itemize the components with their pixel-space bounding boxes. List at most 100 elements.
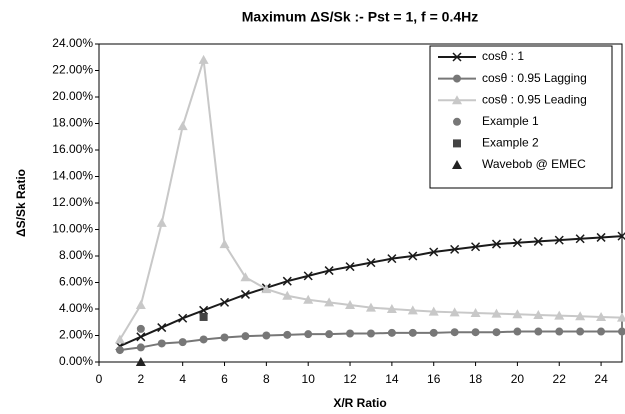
x-tick-label: 12 xyxy=(343,372,357,386)
marker xyxy=(199,335,208,344)
marker xyxy=(387,254,397,264)
marker xyxy=(282,276,292,286)
y-tick-label: 24.00% xyxy=(52,36,93,50)
y-tick-label: 6.00% xyxy=(59,275,93,289)
marker xyxy=(428,306,439,316)
marker xyxy=(136,332,146,342)
y-tick-label: 4.00% xyxy=(59,301,93,315)
marker xyxy=(219,297,230,307)
marker xyxy=(387,328,396,337)
x-tick-label: 0 xyxy=(96,372,103,386)
x-tick-label: 18 xyxy=(469,372,483,386)
marker xyxy=(596,311,607,321)
marker xyxy=(345,300,356,310)
marker xyxy=(241,332,250,341)
marker xyxy=(324,297,335,307)
y-tick-label: 16.00% xyxy=(52,142,93,156)
marker xyxy=(471,242,481,252)
marker xyxy=(386,304,397,313)
x-tick-label: 4 xyxy=(179,372,186,386)
x-tick-label: 16 xyxy=(427,372,441,386)
marker xyxy=(512,238,522,248)
marker xyxy=(618,327,625,336)
marker xyxy=(178,338,187,347)
marker xyxy=(240,289,250,299)
marker xyxy=(470,307,481,317)
marker xyxy=(135,300,146,310)
x-tick-label: 8 xyxy=(263,372,270,386)
marker xyxy=(471,328,480,337)
x-tick-label: 14 xyxy=(385,372,399,386)
marker xyxy=(304,330,313,339)
legend-marker xyxy=(452,160,462,169)
legend-label: cosθ : 1 xyxy=(482,49,524,63)
y-tick-label: 18.00% xyxy=(52,116,93,130)
marker xyxy=(407,305,418,315)
marker xyxy=(533,236,543,246)
marker xyxy=(240,272,251,282)
marker xyxy=(575,311,586,321)
marker xyxy=(345,262,355,272)
marker xyxy=(157,323,167,333)
marker xyxy=(450,328,459,337)
marker xyxy=(261,284,272,294)
marker xyxy=(429,328,438,337)
y-tick-label: 22.00% xyxy=(52,63,93,77)
marker xyxy=(534,327,543,336)
plot-frame xyxy=(98,43,623,363)
legend-label: Example 2 xyxy=(482,136,539,150)
marker xyxy=(262,331,271,340)
legend-marker xyxy=(452,95,462,105)
marker xyxy=(282,290,293,300)
marker xyxy=(449,307,460,317)
marker xyxy=(325,330,334,339)
legend-marker xyxy=(453,139,461,148)
marker xyxy=(429,247,439,257)
marker xyxy=(365,302,376,312)
marker xyxy=(177,121,188,131)
marker xyxy=(303,294,314,304)
x-axis-label: X/R Ratio xyxy=(333,396,386,410)
chart-title: Maximum ΔS/Sk :- Pst = 1, f = 0.4Hz xyxy=(242,9,478,25)
legend-label: cosθ : 0.95 Leading xyxy=(482,92,587,106)
marker xyxy=(157,339,166,348)
y-tick-label: 8.00% xyxy=(59,248,93,262)
marker xyxy=(366,329,375,338)
marker xyxy=(575,234,585,244)
y-tick-label: 12.00% xyxy=(52,195,93,209)
marker xyxy=(491,239,502,249)
x-tick-label: 2 xyxy=(137,372,144,386)
legend-label: Wavebob @ EMEC xyxy=(482,157,586,171)
y-axis-label: ΔS/Sk Ratio xyxy=(14,169,28,237)
marker xyxy=(554,235,564,245)
marker xyxy=(597,327,606,336)
marker xyxy=(199,312,208,321)
marker xyxy=(555,327,564,336)
legend-marker xyxy=(452,52,462,62)
marker xyxy=(115,346,124,355)
marker xyxy=(136,324,145,333)
x-tick-label: 6 xyxy=(221,372,228,386)
marker xyxy=(136,343,145,352)
marker xyxy=(408,328,417,337)
marker xyxy=(492,328,501,337)
y-tick-label: 14.00% xyxy=(52,169,93,183)
legend: cosθ : 1 cosθ : 0.95 Lagging cosθ : 0.95 L… xyxy=(429,45,613,189)
legend-marker xyxy=(453,117,461,126)
marker xyxy=(135,357,146,366)
marker xyxy=(554,310,565,320)
y-tick-label: 20.00% xyxy=(52,89,93,103)
legend-marker xyxy=(453,74,461,83)
marker xyxy=(617,312,625,322)
marker xyxy=(220,333,229,342)
legend-box xyxy=(429,45,613,189)
y-tick-label: 0.00% xyxy=(59,354,93,368)
legend-label: cosθ : 0.95 Lagging xyxy=(482,71,587,85)
marker xyxy=(366,258,376,268)
marker xyxy=(198,54,209,64)
marker xyxy=(346,329,355,338)
legend-label: Example 1 xyxy=(482,114,539,128)
marker xyxy=(283,330,292,339)
marker xyxy=(450,244,460,254)
